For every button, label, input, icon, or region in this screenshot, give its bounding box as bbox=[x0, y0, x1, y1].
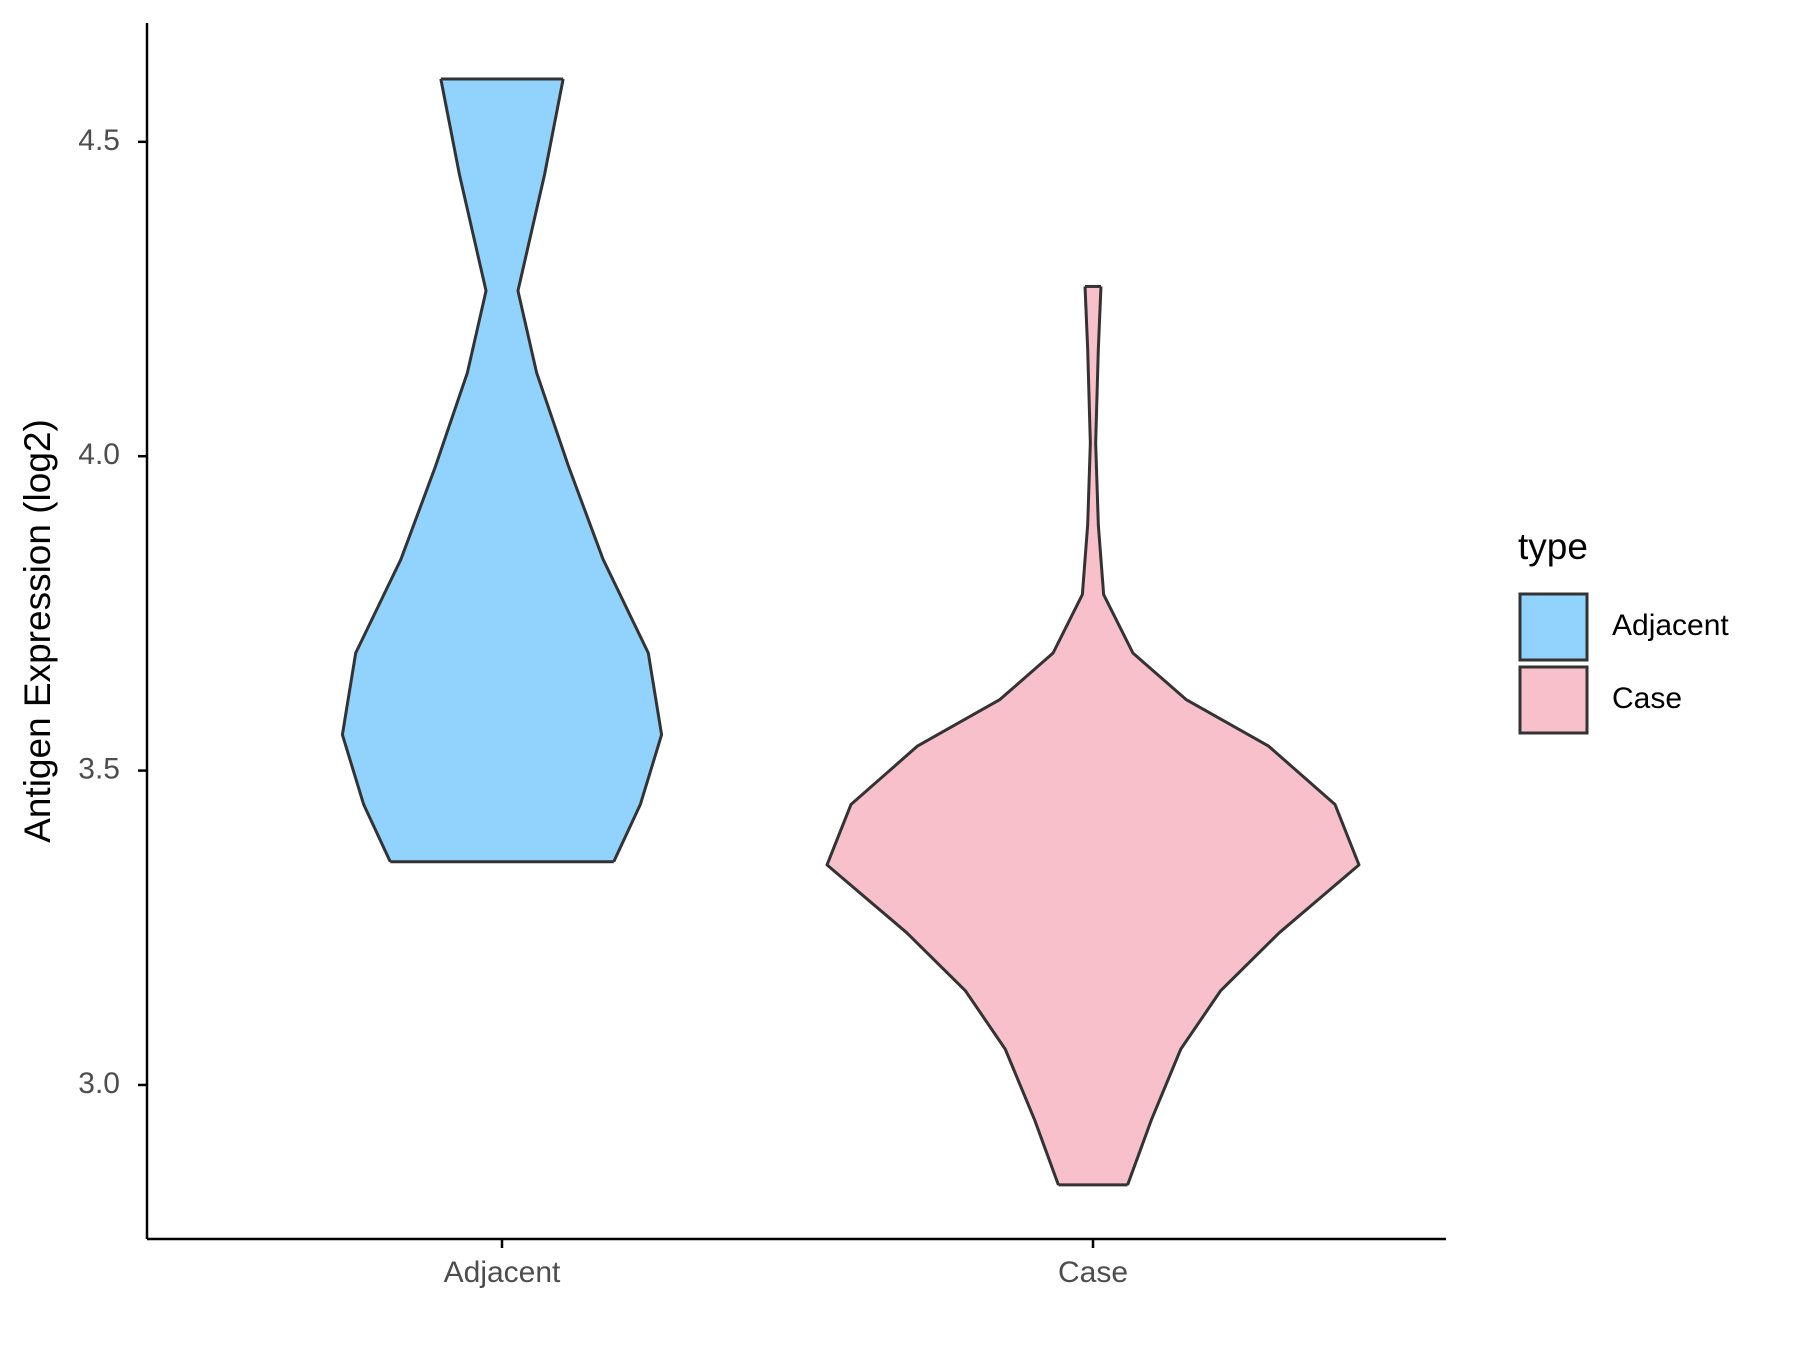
legend-key bbox=[1518, 592, 1589, 662]
x-tick-label: Adjacent bbox=[444, 1256, 561, 1289]
legend-label: Case bbox=[1612, 682, 1682, 715]
violin-outline bbox=[825, 286, 1092, 1186]
violin-half-fill bbox=[827, 286, 1093, 1185]
violin-outline bbox=[516, 78, 664, 863]
y-tick-label: 4.0 bbox=[78, 438, 120, 471]
legend-title: type bbox=[1518, 526, 1588, 567]
y-axis-title: Antigen Expression (log2) bbox=[17, 419, 58, 843]
violin-outline bbox=[340, 78, 488, 863]
violin-outline bbox=[1094, 286, 1361, 1186]
violin-half-fill bbox=[342, 78, 502, 862]
legend-label: Adjacent bbox=[1612, 609, 1729, 642]
y-tick-label: 3.5 bbox=[78, 753, 120, 786]
x-tick-label: Case bbox=[1058, 1256, 1128, 1289]
y-tick-label: 3.0 bbox=[78, 1067, 120, 1100]
violin-half-fill bbox=[1093, 286, 1359, 1185]
y-tick-label: 4.5 bbox=[78, 124, 120, 157]
legend-key bbox=[1518, 665, 1589, 735]
violin-half-fill bbox=[502, 78, 662, 862]
